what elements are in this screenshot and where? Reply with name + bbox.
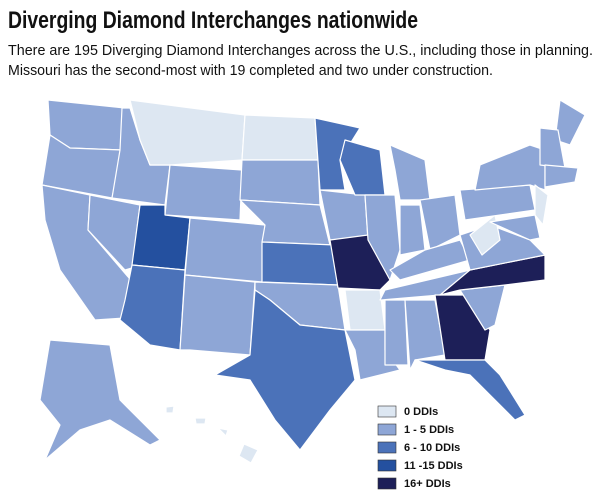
state [165,405,175,414]
legend-label: 6 - 10 DDIs [404,442,460,454]
state [129,99,246,166]
state [364,194,401,281]
title: Diverging Diamond Interchanges nationwid… [8,7,418,34]
state [389,144,431,201]
state [414,359,526,421]
state [554,99,586,146]
state [474,144,546,191]
state [544,164,579,188]
state [214,289,356,451]
state [384,299,409,366]
state [238,443,259,464]
subtitle-line: There are 195 Diverging Diamond Intercha… [8,42,593,59]
state [329,234,391,291]
legend-label: 0 DDIs [404,406,438,418]
state [339,139,386,196]
state [489,214,541,241]
state [164,164,243,221]
state [39,339,161,461]
legend-swatch [377,459,397,472]
legend-swatch [377,477,397,490]
legend-swatch [377,441,397,454]
state [459,184,536,221]
state [217,427,229,437]
legend-label: 11 -15 DDIs [404,460,463,472]
subtitle-line: Missouri has the second-most with 19 com… [8,62,493,79]
legend-swatch [377,423,397,436]
legend: 0 DDIs 1 - 5 DDIs 6 - 10 DDIs 11 -15 DDIs 16… [377,405,463,490]
state [314,117,361,191]
state [239,159,321,206]
state [344,289,386,331]
state [87,194,141,271]
states [39,99,586,464]
state [404,299,446,371]
legend-swatch [377,405,397,418]
legend-label: 1 - 5 DDIs [404,424,454,436]
state [241,114,319,161]
state [184,217,266,283]
state [399,204,426,256]
state [119,264,186,351]
state [194,417,207,425]
state [469,214,501,256]
state [179,274,256,356]
state [534,184,549,226]
legend-label: 16+ DDIs [404,478,451,490]
state [261,241,339,286]
